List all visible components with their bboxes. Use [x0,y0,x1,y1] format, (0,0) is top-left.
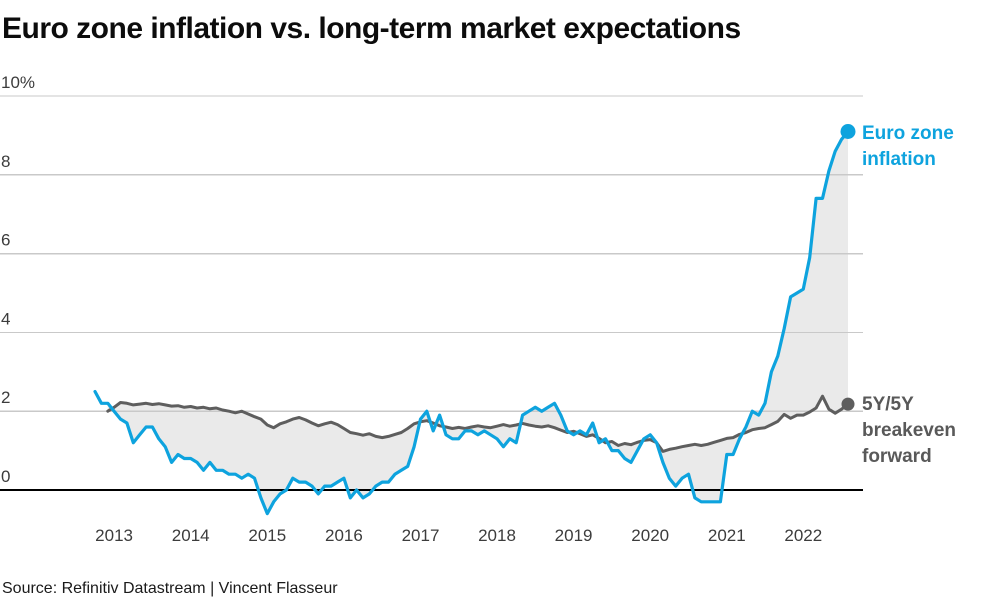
x-tick-label: 2016 [325,526,363,545]
inflation-series-label: Euro zone inflation [862,123,954,170]
inflation-end-dot [840,124,856,139]
x-tick-label: 2020 [631,526,669,545]
x-tick-label: 2019 [555,526,593,545]
breakeven-line [106,394,850,453]
x-tick-label: 2022 [784,526,822,545]
x-tick-label: 2018 [478,526,516,545]
y-tick-label: 10% [1,73,35,92]
x-tick-label: 2021 [708,526,746,545]
source-attribution: Source: Refinitiv Datastream | Vincent F… [2,580,338,597]
y-tick-label: 6 [1,231,10,250]
area-between-lines [107,131,849,514]
breakeven-series-label: 5Y/5Y breakeven forward [862,394,957,467]
y-tick-label: 8 [1,152,10,171]
y-tick-label: 4 [1,309,10,328]
chart-title: Euro zone inflation vs. long-term market… [2,12,741,45]
x-tick-label: 2017 [402,526,440,545]
x-tick-label: 2013 [95,526,133,545]
x-tick-label: 2014 [172,526,210,545]
inflation-line [93,129,850,516]
breakeven-end-dot [841,397,855,411]
y-tick-label: 0 [1,467,10,486]
x-tick-label: 2015 [248,526,286,545]
y-tick-label: 2 [1,388,10,407]
